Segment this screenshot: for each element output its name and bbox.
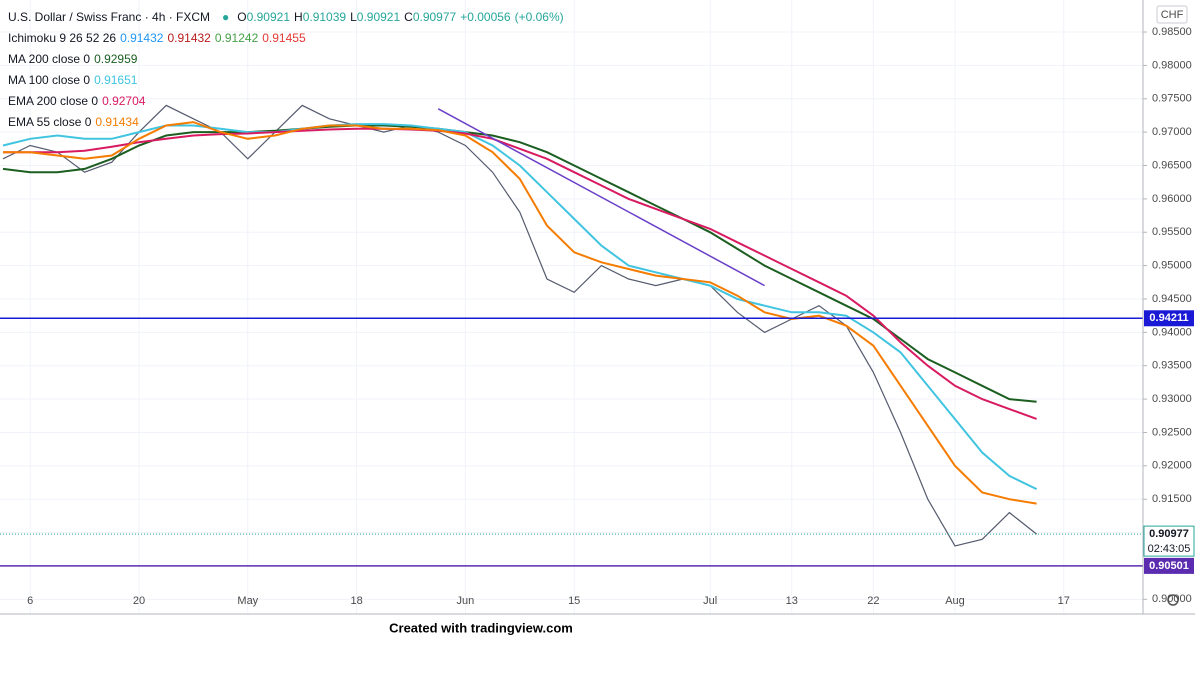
y-tick-label: 0.90000: [1152, 593, 1192, 605]
ma-line: [3, 127, 1037, 420]
y-tick-label: 0.96500: [1152, 159, 1192, 171]
currency-box[interactable]: [1156, 5, 1188, 24]
y-tick-label: 0.95000: [1152, 260, 1192, 272]
legend-value: 0.92959: [94, 52, 138, 66]
x-tick-label: May: [237, 595, 258, 607]
legend-name: MA 100 close 0: [8, 73, 91, 87]
ohlc-value: 0.90977: [412, 10, 457, 24]
currency: CHF: [1161, 9, 1184, 21]
x-tick-label: 18: [350, 595, 362, 607]
legend: U.S. Dollar / Swiss Franc · 4h · FXCM ● O0…: [8, 7, 568, 133]
ma-line: [2, 123, 1038, 490]
x-tick-label: Jun: [457, 595, 475, 607]
y-tick-label: 0.97500: [1152, 93, 1192, 105]
ohlc-value: 0.90921: [356, 10, 401, 24]
indicator-value: 0.91242: [214, 31, 259, 45]
legend-row: MA 100 close 0 0.91651: [8, 70, 568, 91]
price-axis: [1143, 0, 1195, 614]
legend-row: EMA 200 close 0 0.92704: [8, 91, 568, 112]
legend-name: EMA 55 close 0: [8, 115, 92, 129]
ohlc-key: C: [404, 10, 413, 24]
x-tick-label: 6: [27, 595, 33, 607]
x-tick-label: Jul: [703, 595, 717, 607]
y-tick-label: 0.94500: [1152, 293, 1192, 305]
y-tick-label: 0.93500: [1152, 360, 1192, 372]
x-tick-label: 20: [133, 595, 145, 607]
y-tick-label: 0.98000: [1152, 59, 1192, 71]
status-dot: ●: [222, 10, 230, 24]
y-tick-label: 0.98500: [1152, 26, 1192, 38]
indicator-name: Ichimoku 9 26 52 26: [8, 31, 117, 45]
ohlc-key: H: [294, 10, 303, 24]
y-tick-label: 0.95500: [1152, 226, 1192, 238]
legend-row: Ichimoku 9 26 52 26 0.91432 0.91432 0.91242…: [8, 28, 568, 49]
y-tick-label: 0.91500: [1152, 493, 1192, 505]
legend-name: EMA 200 close 0: [8, 94, 99, 108]
legend-value: 0.91651: [94, 73, 138, 87]
x-tick-label: 15: [568, 595, 580, 607]
price-line: [2, 104, 1037, 547]
legend-row: U.S. Dollar / Swiss Franc · 4h · FXCM ● O0…: [8, 7, 568, 28]
legend-name: MA 200 close 0: [8, 52, 91, 66]
legend-row: EMA 55 close 0 0.91434: [8, 112, 568, 133]
ohlc-value: 0.90921: [246, 10, 291, 24]
footer: Created with tradingview.com: [389, 620, 573, 635]
y-tick-label: 0.96000: [1152, 193, 1192, 205]
x-tick-label: 22: [867, 595, 879, 607]
change-pct: (+0.06%): [514, 10, 564, 24]
legend-row: MA 200 close 0 0.92959: [8, 49, 568, 70]
x-tick-label: 17: [1058, 595, 1070, 607]
level-label: 0.90501: [1149, 560, 1189, 572]
level-box: [1144, 557, 1194, 574]
y-tick-label: 0.97000: [1152, 126, 1192, 138]
ohlc-key: O: [237, 10, 247, 24]
indicator-value: 0.91455: [262, 31, 306, 45]
plot: [0, 0, 1143, 614]
legend-value: 0.92704: [102, 94, 146, 108]
trendline: [437, 108, 765, 287]
current-price-box: [1143, 525, 1195, 557]
ma-line: [3, 121, 1037, 505]
indicator-value: 0.91432: [167, 31, 211, 45]
change: +0.00056: [460, 10, 511, 24]
x-tick-label: Aug: [945, 595, 965, 607]
level-label: 0.94211: [1149, 312, 1188, 324]
countdown: 02:43:05: [1148, 543, 1191, 555]
y-tick-label: 0.92000: [1152, 460, 1192, 472]
indicator-value: 0.91432: [120, 31, 164, 45]
level-box: [1144, 310, 1194, 327]
settings-icon[interactable]: [1167, 594, 1179, 606]
symbol-title: U.S. Dollar / Swiss Franc · 4h · FXCM: [8, 10, 211, 24]
ohlc-key: L: [350, 10, 357, 24]
y-tick-label: 0.92500: [1152, 426, 1192, 438]
x-tick-label: 13: [786, 595, 798, 607]
ohlc-value: 0.91039: [302, 10, 347, 24]
ma-line: [2, 124, 1037, 403]
legend-value: 0.91434: [95, 115, 139, 129]
y-tick-label: 0.94000: [1152, 326, 1192, 338]
current-price-label: 0.90977: [1149, 528, 1189, 540]
y-tick-label: 0.93000: [1152, 393, 1192, 405]
